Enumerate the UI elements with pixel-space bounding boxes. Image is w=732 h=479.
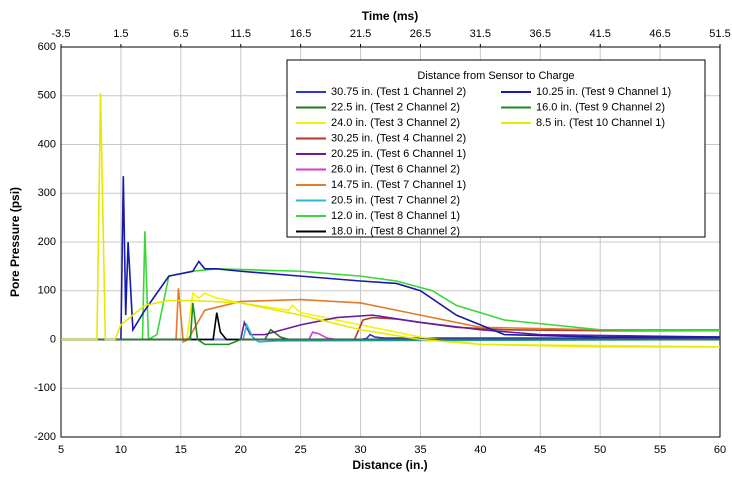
x2-tick-label: 26.5	[410, 28, 431, 40]
x2-tick-label: 51.5	[709, 28, 730, 40]
x-tick-label: 25	[295, 444, 307, 456]
legend-label: 14.75 in. (Test 7 Channel 1)	[331, 179, 466, 191]
series-line	[61, 288, 720, 344]
x2-tick-label: 41.5	[589, 28, 610, 40]
legend-label: 10.25 in. (Test 9 Channel 1)	[536, 86, 671, 98]
legend-label: 20.5 in. (Test 7 Channel 2)	[331, 194, 460, 206]
y-tick-label: -200	[34, 431, 56, 443]
x2-tick-label: 1.5	[113, 28, 128, 40]
x2-tick-label: 16.5	[290, 28, 311, 40]
x-tick-label: 15	[175, 444, 187, 456]
x-tick-label: 30	[354, 444, 366, 456]
x2-tick-label: 11.5	[230, 28, 251, 40]
x2-tick-label: 6.5	[173, 28, 188, 40]
x-axis-title: Distance (in.)	[352, 458, 427, 472]
legend: Distance from Sensor to Charge 30.75 in. …	[286, 59, 706, 238]
x2-tick-label: -3.5	[52, 28, 71, 40]
y-tick-label: 100	[38, 285, 56, 297]
series-line	[61, 231, 721, 341]
x-tick-label: 35	[414, 444, 426, 456]
legend-label: 24.0 in. (Test 3 Channel 2)	[331, 117, 460, 129]
legend-box	[286, 59, 706, 238]
x-tick-label: 45	[534, 444, 546, 456]
y-tick-label: 400	[38, 138, 56, 150]
x-tick-label: 20	[235, 444, 247, 456]
legend-label: 22.5 in. (Test 2 Channel 2)	[331, 101, 460, 113]
x-tick-label: 50	[594, 444, 606, 456]
x2-tick-label: 46.5	[649, 28, 670, 40]
legend-label: 16.0 in. (Test 9 Channel 2)	[536, 101, 665, 113]
x2-tick-label: 21.5	[350, 28, 371, 40]
x-tick-label: 5	[58, 444, 64, 456]
x-tick-label: 40	[474, 444, 486, 456]
series-line	[61, 314, 721, 341]
x-tick-label: 60	[714, 444, 726, 456]
legend-label: 8.5 in. (Test 10 Channel 1)	[536, 117, 665, 129]
y-tick-label: 600	[38, 41, 56, 53]
x2-tick-label: 36.5	[530, 28, 551, 40]
x2-axis-title: Time (ms)	[362, 9, 418, 23]
y-tick-label: 300	[38, 187, 56, 199]
y-axis-title: Pore Pressure (psi)	[8, 187, 22, 297]
series-line	[61, 93, 720, 348]
legend-label: 30.25 in. (Test 4 Channel 2)	[331, 132, 466, 144]
legend-label: 18.0 in. (Test 8 Channel 2)	[331, 225, 460, 237]
x-tick-label: 10	[115, 444, 127, 456]
legend-label: 20.25 in. (Test 6 Channel 1)	[331, 148, 466, 160]
legend-label: 26.0 in. (Test 6 Channel 2)	[331, 163, 460, 175]
y-tick-label: 500	[38, 90, 56, 102]
y-tick-label: 0	[50, 333, 56, 345]
y-tick-label: -100	[34, 382, 56, 394]
y-tick-label: 200	[38, 236, 56, 248]
series-line	[61, 291, 721, 348]
series-line	[61, 176, 720, 341]
legend-label: 12.0 in. (Test 8 Channel 1)	[331, 210, 460, 222]
plot-frame	[60, 46, 721, 438]
series-line	[61, 302, 720, 346]
x-tick-label: 55	[654, 444, 666, 456]
x2-tick-label: 31.5	[470, 28, 491, 40]
legend-title: Distance from Sensor to Charge	[417, 70, 574, 82]
legend-label: 30.75 in. (Test 1 Channel 2)	[331, 86, 466, 98]
